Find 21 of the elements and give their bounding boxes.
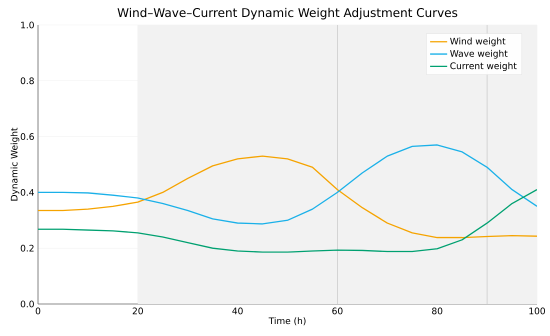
x-axis-title: Time (h)	[268, 317, 306, 326]
x-tick-label: 0	[36, 308, 40, 314]
y-tick-label: 0.6	[20, 133, 34, 140]
y-tick-label: 0.0	[20, 300, 34, 308]
y-tick-label: 0.2	[20, 244, 34, 252]
line-series	[38, 144, 537, 225]
x-tick-label: 80	[432, 308, 442, 314]
line-series	[38, 155, 537, 238]
legend-label: Current weight	[450, 62, 517, 71]
y-tick-label: 0.4	[20, 188, 34, 196]
x-tick-label: 60	[332, 308, 343, 314]
y-tick-label: 1.0	[21, 22, 34, 28]
y-axis-title: Dynamic Weight	[10, 128, 20, 201]
x-tick-label: 40	[232, 308, 243, 314]
chart-title: Wind–Wave–Current Dynamic Weight Adjustment Curves	[118, 8, 458, 20]
x-tick-label: 20	[132, 308, 143, 314]
legend-label: Wave weight	[450, 50, 508, 59]
y-tick-label: 0.8	[20, 77, 34, 84]
line-series	[38, 188, 537, 253]
legend-label: Wind weight	[450, 38, 506, 46]
x-tick-label: 100	[529, 308, 545, 314]
